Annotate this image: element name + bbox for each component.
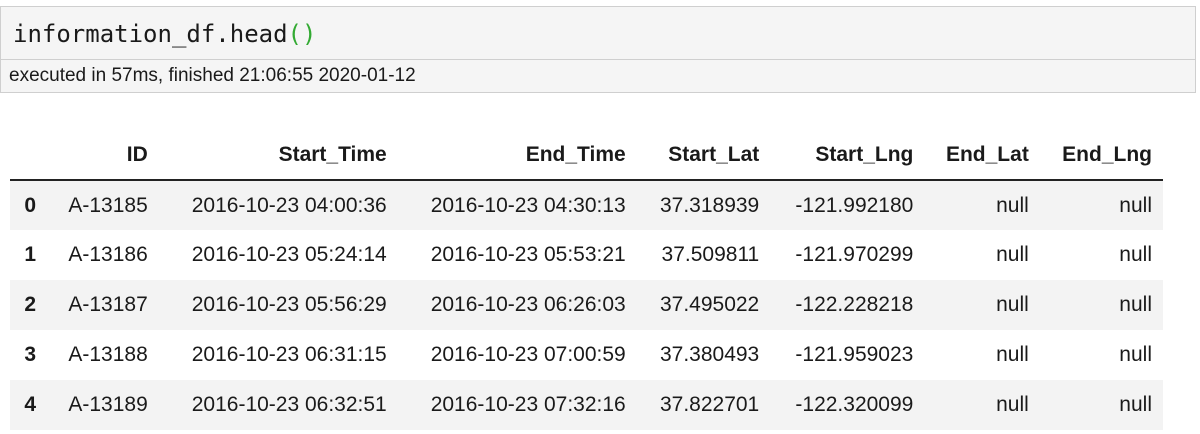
table-cell: 37.509811 — [661, 243, 760, 266]
table-cell: null — [1119, 293, 1152, 316]
column-header: End_Lng — [1039, 131, 1163, 181]
table-cell: A-13186 — [68, 243, 148, 266]
table-cell: null — [996, 343, 1029, 366]
table-row: 2 A-13187 2016-10-23 05:56:29 2016-10-23… — [10, 280, 1163, 330]
table-cell: null — [996, 393, 1029, 416]
table-cell: 2016-10-23 07:00:59 — [430, 343, 626, 366]
table-cell: 2016-10-23 05:24:14 — [191, 243, 387, 266]
code-text: information_df.head — [13, 20, 288, 48]
table-cell: 2016-10-23 06:32:51 — [191, 393, 387, 416]
table-cell: 37.822701 — [659, 393, 760, 416]
table-row: 3 A-13188 2016-10-23 06:31:15 2016-10-23… — [10, 330, 1163, 380]
row-index: 4 — [24, 393, 37, 416]
code-close-paren: ) — [302, 20, 317, 48]
table-row: 4 A-13189 2016-10-23 06:32:51 2016-10-23… — [10, 380, 1163, 430]
table-cell: A-13187 — [68, 293, 148, 316]
code-open-paren: ( — [287, 20, 302, 48]
table-cell: -121.959023 — [795, 343, 914, 366]
table-header-row: ID Start_Time End_Time Start_Lat Start_L… — [10, 131, 1163, 181]
row-index: 0 — [24, 193, 37, 217]
table-cell: -122.320099 — [795, 393, 914, 416]
table-cell: 2016-10-23 05:56:29 — [191, 293, 387, 316]
table-cell: 2016-10-23 06:26:03 — [430, 293, 626, 316]
table-cell: 37.318939 — [659, 193, 760, 217]
table-cell: -122.228218 — [795, 293, 914, 316]
table-row: 1 A-13186 2016-10-23 05:24:14 2016-10-23… — [10, 230, 1163, 280]
row-index: 3 — [24, 343, 37, 366]
table-cell: 37.380493 — [659, 343, 760, 366]
column-header: End_Lat — [924, 131, 1040, 181]
table-cell: 2016-10-23 06:31:15 — [191, 343, 387, 366]
row-index: 1 — [24, 243, 37, 266]
table-cell: null — [1119, 193, 1152, 217]
table-cell: null — [996, 293, 1029, 316]
table-cell: -121.970299 — [795, 243, 914, 266]
table-cell: null — [1119, 393, 1152, 416]
column-header: Start_Lat — [636, 131, 771, 181]
table-cell: null — [1119, 343, 1152, 366]
column-header: ID — [47, 131, 159, 181]
table-cell: null — [996, 243, 1029, 266]
table-cell: null — [1119, 243, 1152, 266]
table-cell: 2016-10-23 04:30:13 — [430, 193, 626, 217]
row-index: 2 — [24, 293, 37, 316]
table-cell: -121.992180 — [795, 193, 914, 217]
column-header: Start_Time — [158, 131, 398, 181]
table-cell: A-13185 — [68, 193, 148, 217]
table-cell: null — [996, 193, 1029, 217]
table-cell: 37.495022 — [659, 293, 760, 316]
table-cell: 2016-10-23 05:53:21 — [430, 243, 626, 266]
execution-status-text: executed in 57ms, finished 21:06:55 2020… — [9, 65, 416, 86]
table-row: 0 A-13185 2016-10-23 04:00:36 2016-10-23… — [10, 180, 1163, 230]
table-cell: A-13189 — [68, 393, 148, 416]
table-cell: 2016-10-23 04:00:36 — [191, 193, 387, 217]
table-cell: 2016-10-23 07:32:16 — [430, 393, 626, 416]
execution-status-bar: executed in 57ms, finished 21:06:55 2020… — [0, 60, 1196, 93]
dataframe-table: ID Start_Time End_Time Start_Lat Start_L… — [10, 131, 1163, 430]
column-header: End_Time — [397, 131, 637, 181]
index-header — [10, 131, 48, 181]
code-input-cell[interactable]: information_df.head() — [0, 6, 1196, 60]
table-cell: A-13188 — [68, 343, 148, 366]
column-header: Start_Lng — [770, 131, 925, 181]
code-line[interactable]: information_df.head() — [13, 19, 316, 49]
